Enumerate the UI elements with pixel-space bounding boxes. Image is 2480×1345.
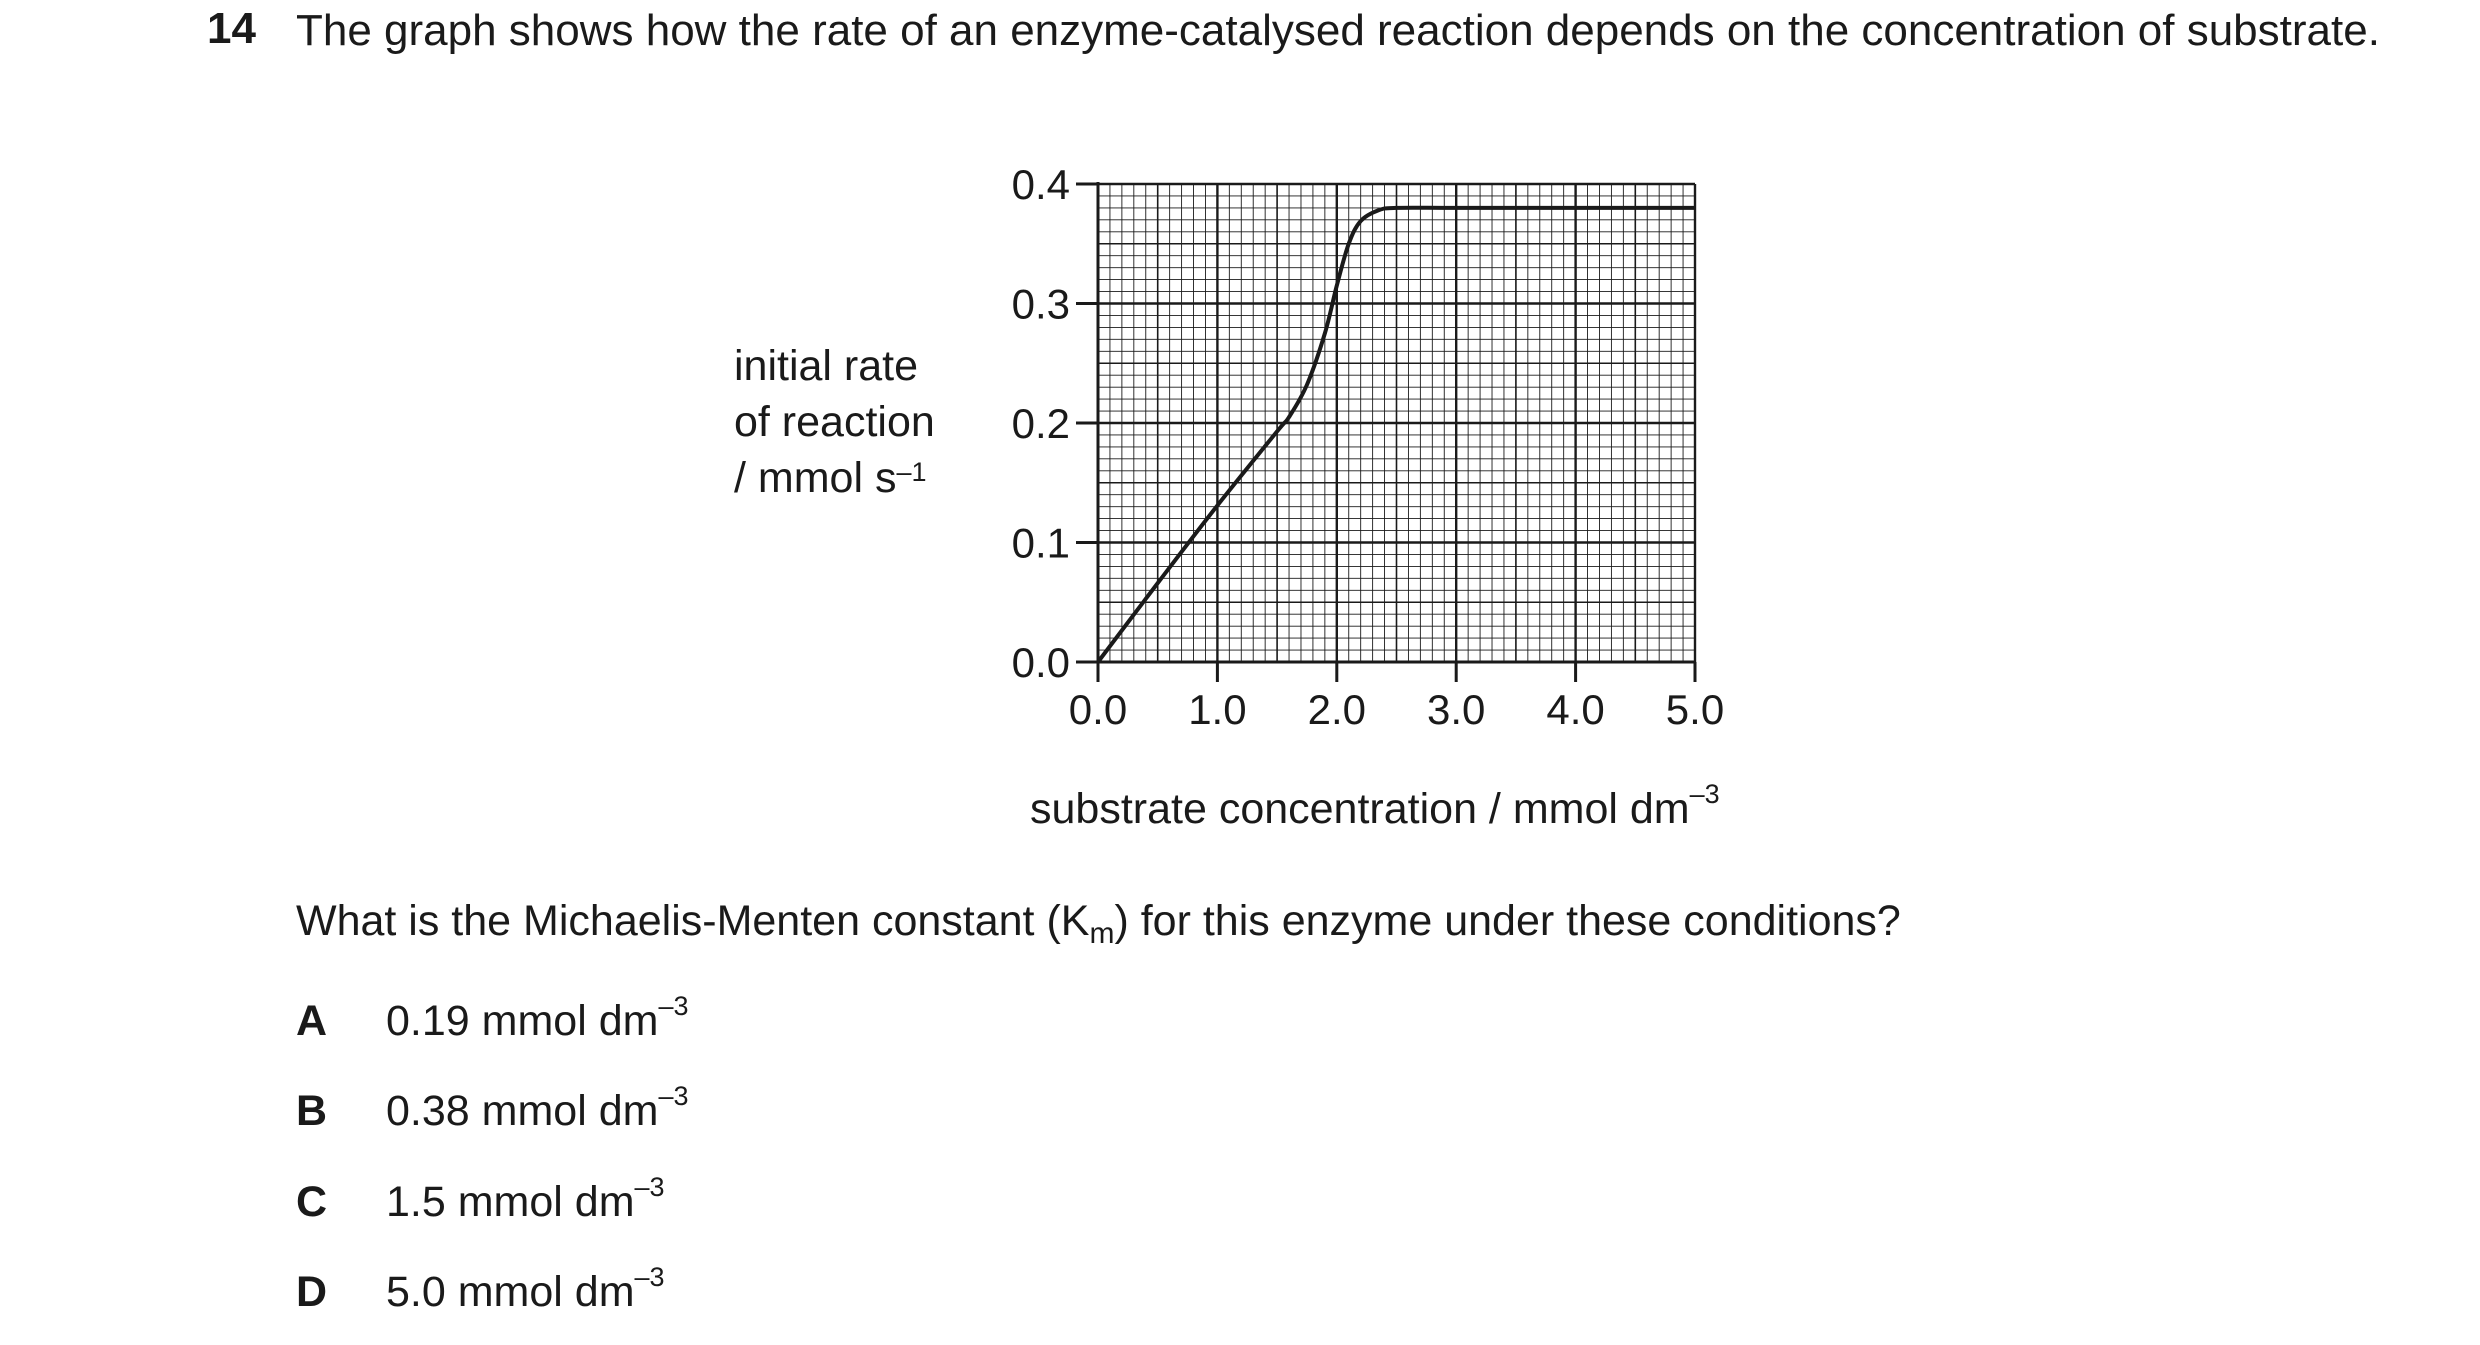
option-c[interactable]: C 1.5 mmol dm–3 <box>296 1172 665 1227</box>
option-letter: D <box>296 1268 328 1316</box>
x-tick-label: 2.0 <box>1308 686 1366 733</box>
question-stem: The graph shows how the rate of an enzym… <box>296 6 2380 55</box>
y-tick-label: 0.0 <box>1012 639 1070 686</box>
x-axis-label-text: substrate concentration / mmol dm <box>1030 785 1690 833</box>
y-tick-label: 0.3 <box>1012 281 1070 328</box>
option-value: 5.0 mmol dm–3 <box>386 1262 665 1316</box>
question-number: 14 <box>207 4 256 53</box>
prompt-subscript: m <box>1089 917 1115 950</box>
x-axis-unit-exponent: –3 <box>1689 779 1720 809</box>
question-prompt: What is the Michaelis-Menten constant (K… <box>296 897 1901 950</box>
prompt-text-after: ) for this enzyme under these conditions… <box>1114 897 1901 945</box>
y-axis-label-line-2: of reaction <box>734 398 935 446</box>
option-letter: A <box>296 997 328 1045</box>
x-axis-label: substrate concentration / mmol dm–3 <box>1030 779 1720 834</box>
y-axis-unit-exponent: –1 <box>896 457 927 487</box>
option-value: 0.38 mmol dm–3 <box>386 1081 689 1135</box>
x-tick-label: 3.0 <box>1427 686 1485 733</box>
option-a[interactable]: A 0.19 mmol dm–3 <box>296 991 688 1046</box>
rate-curve <box>1096 205 1695 664</box>
option-letter: C <box>296 1178 328 1226</box>
option-value: 1.5 mmol dm–3 <box>386 1172 665 1226</box>
option-letter: B <box>296 1087 328 1135</box>
x-tick-label: 4.0 <box>1546 686 1604 733</box>
y-tick-label: 0.2 <box>1012 400 1070 447</box>
y-tick-label: 0.1 <box>1012 520 1070 567</box>
x-tick-label: 5.0 <box>1666 686 1724 733</box>
y-axis-label: initial rate of reaction / mmol s–1 <box>734 338 935 506</box>
y-tick-label: 0.4 <box>1012 161 1070 208</box>
option-b[interactable]: B 0.38 mmol dm–3 <box>296 1081 688 1136</box>
option-value: 0.19 mmol dm–3 <box>386 991 689 1045</box>
x-tick-label: 0.0 <box>1069 686 1127 733</box>
y-axis-label-line-1: initial rate <box>734 342 919 390</box>
option-d[interactable]: D 5.0 mmol dm–3 <box>296 1262 665 1317</box>
x-tick-label: 1.0 <box>1188 686 1246 733</box>
y-axis-label-line-3: / mmol s <box>734 454 897 502</box>
prompt-text-before: What is the Michaelis-Menten constant (K <box>296 897 1090 945</box>
